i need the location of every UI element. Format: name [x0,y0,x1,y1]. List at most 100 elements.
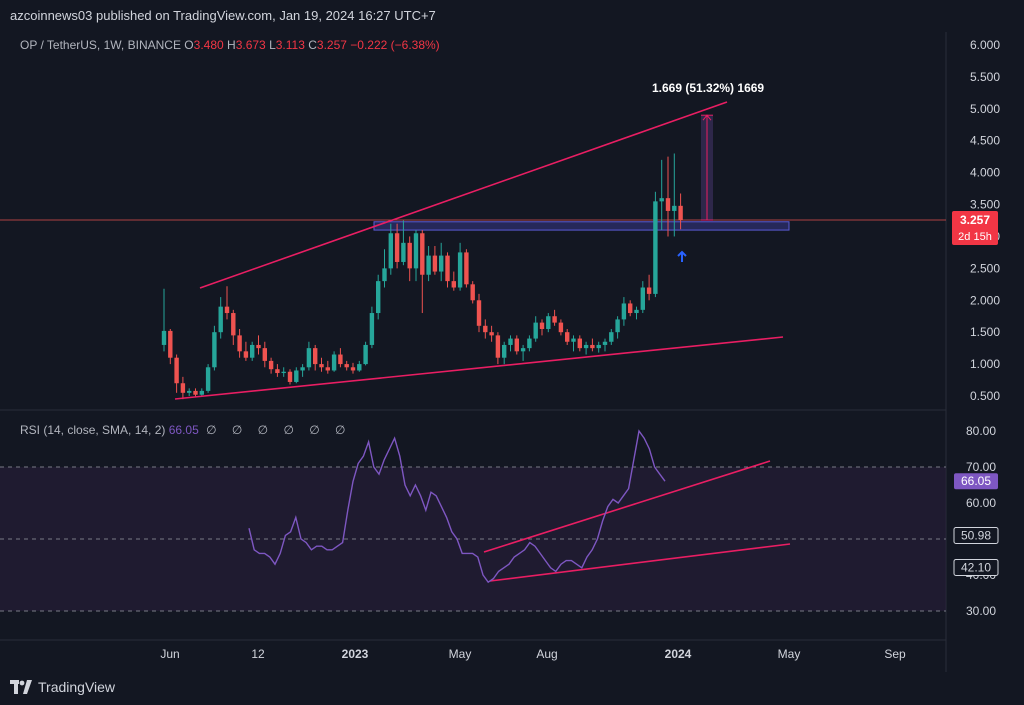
measure-arrow-head [702,114,712,121]
candle-body [250,344,255,358]
rsi-current-value: 66.05 [168,423,199,437]
candle-body [262,348,267,361]
candle [646,274,652,301]
candle [250,341,255,361]
candle-body [199,390,204,395]
rsi-legend[interactable]: RSI (14, close, SMA, 14, 2) 66.05 ∅ ∅ ∅ … [20,423,352,437]
rsi-tag-value: 66.05 [961,474,991,488]
candle-body [212,332,217,368]
candle [653,191,658,298]
candle [420,230,425,314]
candle [224,286,230,320]
candle-body [502,344,507,358]
candle-body [495,335,501,358]
price-tag-value: 3.257 [960,213,990,227]
candle-body [174,357,179,384]
candle [243,341,249,361]
time-tick-label: May [778,647,801,661]
candle [640,281,645,314]
candle [363,341,368,366]
upper-channel-trendline [199,101,728,289]
candle-body [287,371,293,382]
candle-body [621,303,627,320]
candle [300,364,305,377]
price-tag-box [952,211,998,246]
candle [514,335,519,355]
candle-body [634,309,639,314]
candle [628,300,633,317]
candle [634,306,639,320]
symbol-name[interactable]: OP / TetherUS, 1W, BINANCE [20,38,181,52]
candle-body [325,367,330,371]
candle [369,306,375,349]
candle-body [294,370,299,382]
candle-body [300,367,305,371]
time-tick-label: Sep [884,647,906,661]
candle [338,348,343,368]
candle [483,319,488,339]
rsi-tag-value: 42.10 [961,560,991,574]
high-label: H [227,38,236,52]
candle [174,354,179,393]
symbol-legend[interactable]: OP / TetherUS, 1W, BINANCE O3.480 H3.673… [20,38,440,52]
time-tick-label: 12 [251,647,265,661]
candle [325,360,330,374]
candle-body [281,371,286,374]
candle-body [363,344,368,365]
close-label: C [308,38,317,52]
candle-body [628,303,633,314]
price-tick-label: 6.000 [970,38,1000,52]
candle [256,335,261,355]
candle-body [243,351,249,358]
candle-body [590,344,595,349]
rsi-title[interactable]: RSI (14, close, SMA, 14, 2) [20,423,166,437]
candle-body [508,338,513,345]
publish-bar: azcoinnews03 published on TradingView.co… [0,0,1024,32]
candle-body [432,255,438,272]
candle-body [577,338,582,349]
candle [193,388,198,398]
candle [502,341,507,365]
change-value: −0.222 (−6.38%) [350,38,440,52]
candle-body [520,348,526,352]
rsi-tag-box [953,558,999,576]
candle-body [451,281,456,288]
candle [558,319,564,336]
candle [621,297,627,326]
candle [451,271,456,291]
candle [583,341,589,355]
candle-body [571,338,576,342]
candle [539,319,545,336]
candle-body [376,281,381,314]
candle [659,159,664,231]
rsi-tag-box [954,473,998,490]
tradingview-brand[interactable]: TradingView [10,678,115,696]
candle [615,316,620,339]
candle [161,288,167,352]
current-price-tag: 3.257 2d 15h [952,211,998,246]
low-value: 3.113 [275,38,305,52]
time-tick-label: 2024 [665,647,692,661]
candle-body [237,335,242,352]
rsi-value-tag: 42.10 [953,558,999,576]
candle-body [420,233,425,275]
candle-body [168,330,173,358]
candle [565,328,570,345]
time-tick-label: 2023 [342,647,369,661]
candle [602,338,608,352]
candle-body [344,364,349,368]
rsi-lower-trendline [489,543,791,582]
time-tick-label: Jun [160,647,179,661]
candle [168,328,173,365]
rsi-upper-trendline [483,460,771,553]
candle-body [539,322,545,329]
candle-body [369,313,375,345]
candle [287,369,293,385]
candle-body [659,198,664,202]
candle [527,335,532,352]
candle [218,297,223,339]
rsi-value-tag: 50.98 [953,526,999,544]
rsi-tick-label: 30.00 [966,604,996,618]
candle-body [338,354,343,365]
